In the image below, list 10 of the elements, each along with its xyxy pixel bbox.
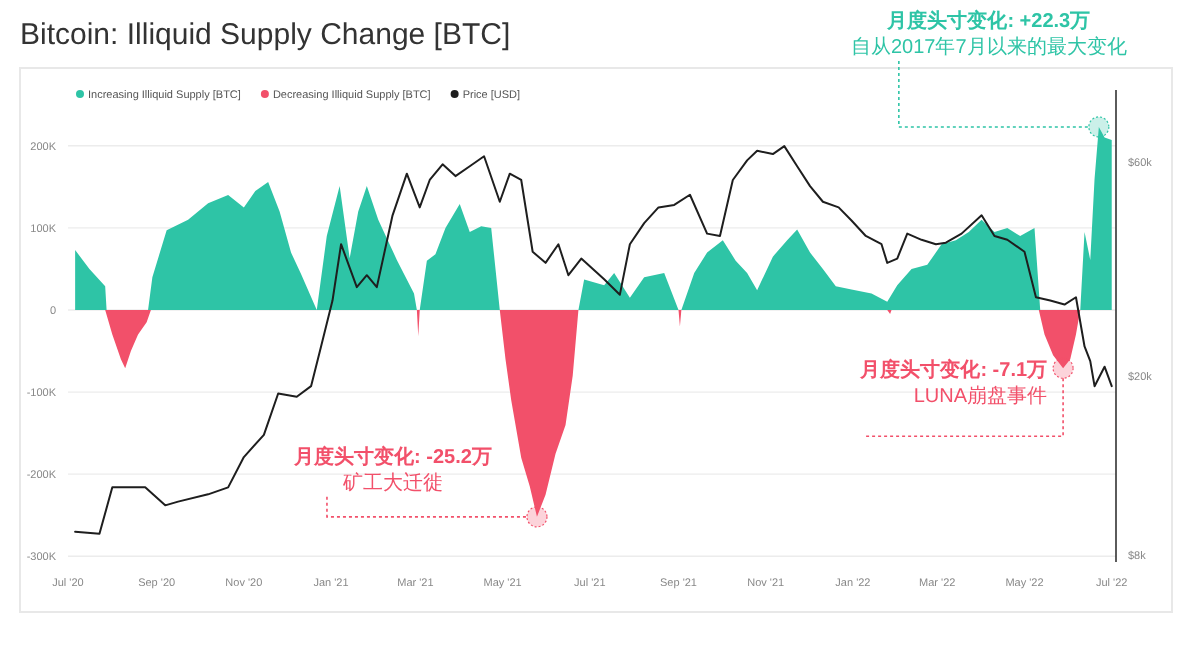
annotation: 月度头寸变化: -7.1万 [858, 358, 1048, 383]
point [526, 506, 548, 528]
chart-title: Bitcoin: Illiquid Supply Change [BTC] [20, 18, 511, 52]
annotation: 月度头寸变化: +22.3万 自从2017年7月以来的最大变化 [851, 10, 1127, 138]
annotation: 月度头寸变化: -25.2万 [292, 444, 492, 469]
annotation: LUNA崩盘事件 [913, 384, 1048, 409]
point [1088, 116, 1110, 138]
annotation: 自从2017年7月以来的最大变化 [851, 34, 1127, 59]
annotation: 矿工大迁徙 [340, 470, 443, 495]
point [1052, 357, 1074, 379]
